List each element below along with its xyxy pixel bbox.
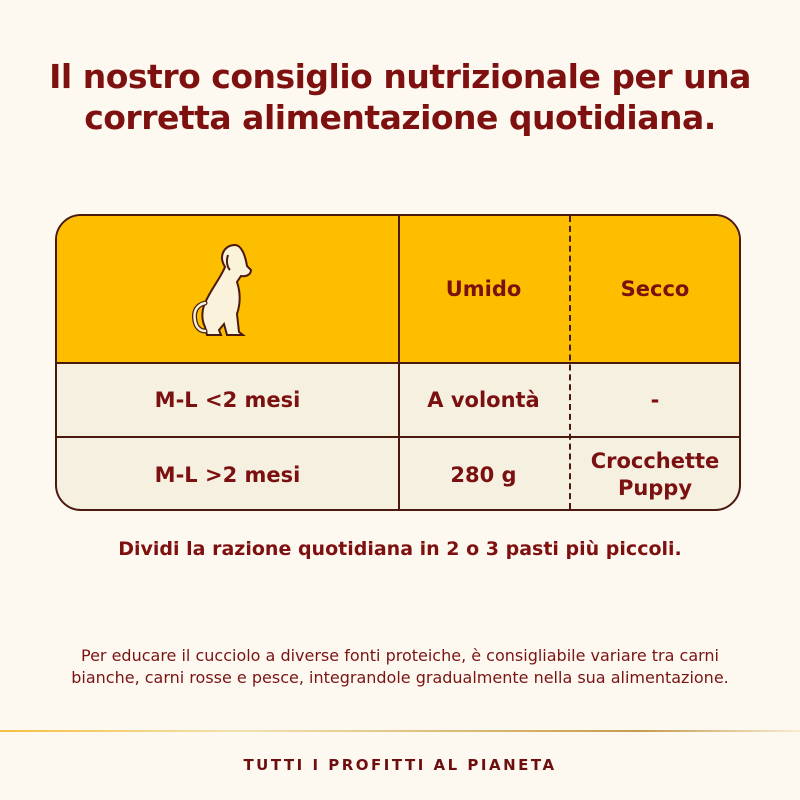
advice-paragraph: Per educare il cucciolo a diverse fonti … (71, 646, 729, 687)
umido-value: A volontà (427, 387, 540, 412)
secco-value: - (650, 387, 660, 412)
row-label: M-L <2 mesi (154, 387, 301, 412)
column-divider-dashed (569, 216, 571, 509)
page-title: Il nostro consiglio nutrizionale per una… (49, 57, 751, 137)
table-row: M-L >2 mesi 280 g Crocchette Puppy (57, 438, 739, 509)
portion-hint: Dividi la razione quotidiana in 2 o 3 pa… (118, 538, 682, 560)
nutrition-table: Umido Secco M-L <2 mesi A volontà - M-L … (55, 214, 741, 511)
dog-sitting-icon (57, 216, 398, 362)
footer-slogan: TUTTI I PROFITTI AL PIANETA (243, 756, 557, 774)
column-header-umido: Umido (445, 276, 522, 301)
divider (0, 730, 800, 732)
umido-value: 280 g (450, 462, 517, 487)
row-label: M-L >2 mesi (154, 462, 301, 487)
column-header-secco: Secco (620, 276, 690, 301)
secco-value: Crocchette Puppy (590, 449, 720, 500)
column-divider (398, 216, 400, 509)
